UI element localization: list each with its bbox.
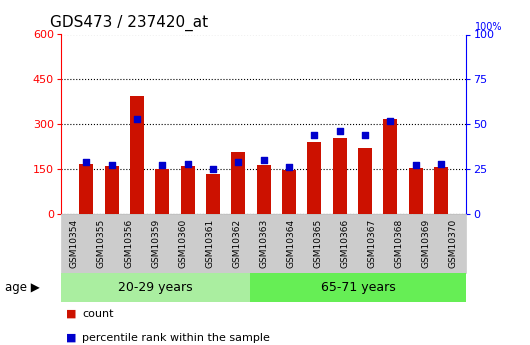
- Text: GSM10367: GSM10367: [367, 219, 376, 268]
- Text: 100%: 100%: [475, 22, 502, 32]
- Bar: [383, 119, 398, 214]
- Point: [437, 161, 445, 166]
- Text: GSM10368: GSM10368: [394, 219, 403, 268]
- Bar: [257, 165, 271, 214]
- Text: GSM10362: GSM10362: [232, 219, 241, 268]
- Text: GSM10355: GSM10355: [97, 219, 106, 268]
- Point: [108, 163, 116, 168]
- Text: age ▶: age ▶: [5, 281, 40, 294]
- Text: GSM10363: GSM10363: [259, 219, 268, 268]
- Bar: [130, 96, 144, 214]
- Text: GDS473 / 237420_at: GDS473 / 237420_at: [50, 15, 208, 31]
- Bar: [307, 141, 321, 214]
- Point: [386, 118, 394, 124]
- Bar: [105, 166, 119, 214]
- Point: [133, 116, 142, 121]
- Bar: [155, 169, 169, 214]
- Text: 20-29 years: 20-29 years: [118, 281, 193, 294]
- Text: GSM10364: GSM10364: [286, 219, 295, 268]
- Point: [285, 165, 293, 170]
- Bar: [80, 164, 93, 214]
- Bar: [434, 167, 448, 214]
- Bar: [333, 138, 347, 214]
- Point: [411, 163, 420, 168]
- Bar: [358, 148, 372, 214]
- Text: GSM10369: GSM10369: [421, 219, 430, 268]
- Text: percentile rank within the sample: percentile rank within the sample: [82, 333, 270, 343]
- Point: [183, 161, 192, 166]
- Bar: [206, 174, 220, 214]
- Point: [335, 129, 344, 134]
- Text: ■: ■: [66, 333, 77, 343]
- Text: GSM10360: GSM10360: [178, 219, 187, 268]
- Text: ■: ■: [66, 309, 77, 319]
- Point: [158, 163, 166, 168]
- Point: [82, 159, 91, 165]
- Bar: [232, 152, 245, 214]
- Text: count: count: [82, 309, 113, 319]
- Bar: [409, 168, 422, 214]
- Text: GSM10354: GSM10354: [70, 219, 79, 268]
- Point: [259, 157, 268, 163]
- Point: [234, 159, 243, 165]
- Text: GSM10365: GSM10365: [313, 219, 322, 268]
- Text: GSM10359: GSM10359: [151, 219, 160, 268]
- Text: GSM10361: GSM10361: [205, 219, 214, 268]
- Text: 65-71 years: 65-71 years: [321, 281, 396, 294]
- Text: GSM10370: GSM10370: [448, 219, 457, 268]
- Point: [310, 132, 319, 138]
- Bar: [181, 166, 195, 214]
- Point: [361, 132, 369, 138]
- Bar: [282, 170, 296, 214]
- Point: [209, 166, 217, 172]
- Text: GSM10366: GSM10366: [340, 219, 349, 268]
- Text: GSM10356: GSM10356: [124, 219, 133, 268]
